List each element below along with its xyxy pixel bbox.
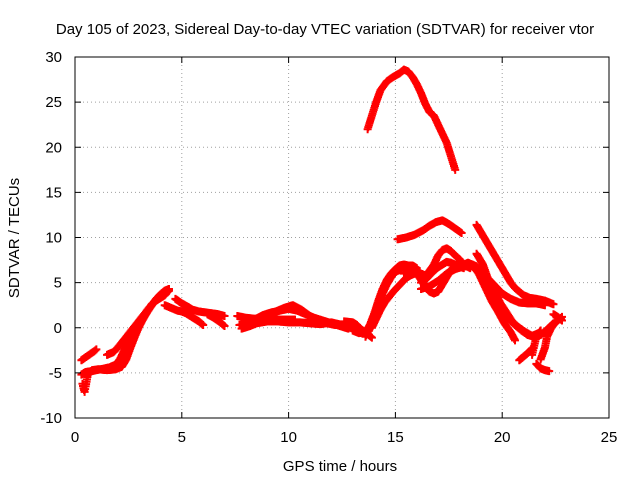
data-series [77,65,567,396]
data-point [164,286,173,295]
data-point [536,326,545,335]
data-series-track-31 [549,310,567,325]
y-tick-label: 20 [45,139,62,156]
data-point [545,367,554,376]
data-series-track-1 [77,345,101,365]
chart-title: Day 105 of 2023, Sidereal Day-to-day VTE… [56,21,594,38]
x-tick-label: 15 [387,429,404,446]
data-series-track-5 [160,301,208,330]
data-series-track-29 [532,359,554,376]
data-point [92,345,101,354]
x-axis-label: GPS time / hours [283,458,397,475]
x-tick-label: 5 [178,429,186,446]
y-axis-label: SDTVAR / TECUs [6,178,23,298]
y-tick-label: 25 [45,94,62,111]
data-point [367,333,376,342]
x-tick-label: 20 [494,429,511,446]
y-tick-label: 10 [45,230,62,247]
data-series-track-4 [103,286,173,359]
axis-ticks: 0 5 10 15 20 25 -10 -5 0 5 10 15 20 25 30 [40,49,617,446]
y-tick-label: -10 [40,410,62,427]
y-tick-label: 15 [45,184,62,201]
data-series-track-7 [203,310,229,330]
y-tick-label: 5 [54,275,62,292]
data-point [549,300,558,309]
data-series-track-24 [468,260,520,345]
data-point [558,316,567,325]
data-series-track-28 [528,326,545,359]
data-series-track-21 [363,65,460,174]
data-point [511,336,520,345]
y-tick-label: 30 [45,49,62,66]
data-point [451,165,460,174]
y-tick-label: -5 [49,365,62,382]
data-point [540,301,549,310]
data-point [457,228,466,237]
data-series-track-11 [252,317,346,330]
data-point [199,321,208,330]
data-series-track-6 [171,294,229,321]
x-tick-label: 10 [280,429,297,446]
data-point [220,321,229,330]
y-tick-label: 0 [54,320,62,337]
x-tick-label: 0 [71,429,79,446]
data-series-track-20 [393,216,466,244]
data-series-track-26 [483,274,543,340]
data-point [220,312,229,321]
x-tick-label: 25 [601,429,618,446]
